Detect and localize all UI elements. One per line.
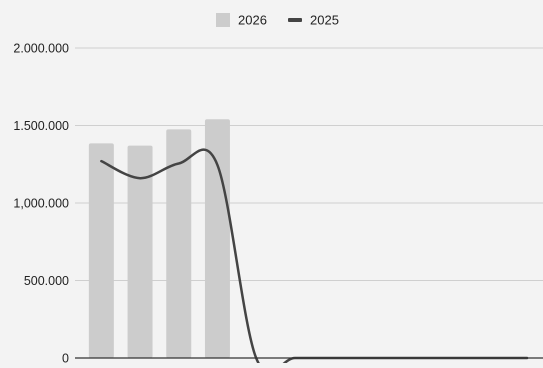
y-tick-label: 1.500.000 xyxy=(13,119,69,133)
legend-swatch-bar xyxy=(216,13,230,27)
line-series xyxy=(101,150,527,363)
legend-item: 2025 xyxy=(288,13,339,28)
y-axis-tick-labels: 0 500.000 1,000.000 1.500.000 2.000.000 xyxy=(13,42,69,364)
y-tick-label: 2.000.000 xyxy=(13,42,69,56)
line-series-path xyxy=(101,150,527,363)
bar-series xyxy=(89,119,230,358)
legend-swatch-line xyxy=(288,18,302,22)
y-tick-label: 500.000 xyxy=(24,274,69,288)
bar xyxy=(205,119,230,358)
legend-label: 2026 xyxy=(238,13,267,28)
y-tick-label: 0 xyxy=(62,352,69,364)
legend: 2026 2025 xyxy=(216,13,339,28)
legend-item: 2026 xyxy=(216,13,267,28)
legend-label: 2025 xyxy=(310,13,339,28)
bar xyxy=(89,143,114,358)
y-tick-label: 1,000.000 xyxy=(13,197,69,211)
